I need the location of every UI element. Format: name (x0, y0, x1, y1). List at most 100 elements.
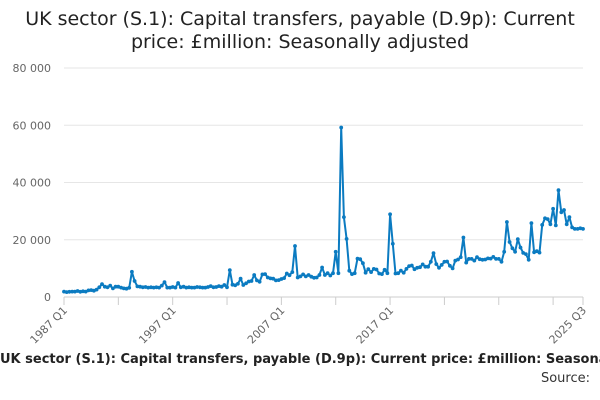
data-point (369, 270, 373, 274)
data-point (464, 260, 469, 265)
data-point (469, 257, 474, 261)
data-point (450, 266, 455, 271)
data-point (282, 276, 286, 280)
data-point (284, 271, 289, 276)
data-point (244, 281, 249, 286)
data-point (165, 285, 170, 290)
data-point (274, 278, 278, 283)
data-point (529, 221, 534, 226)
data-point (556, 188, 561, 193)
data-point (404, 267, 409, 271)
data-point (537, 250, 542, 255)
data-point (458, 255, 463, 260)
data-point (572, 227, 577, 231)
data-point (524, 252, 528, 256)
data-point (448, 263, 452, 268)
data-point (467, 257, 471, 261)
data-point (486, 256, 490, 261)
data-point (409, 263, 414, 268)
data-point (241, 283, 246, 287)
data-point (333, 249, 338, 254)
data-point (420, 262, 425, 267)
data-point (423, 264, 428, 269)
data-point (567, 215, 572, 220)
data-point (540, 223, 545, 227)
data-point (499, 259, 504, 264)
data-point (428, 259, 433, 264)
source-label: Source: (540, 371, 590, 386)
data-point (97, 285, 102, 290)
data-point (439, 263, 444, 267)
data-point (271, 276, 276, 281)
data-point (146, 285, 151, 290)
data-point (488, 256, 493, 261)
data-point (336, 271, 341, 276)
data-point (399, 268, 403, 273)
data-point (225, 285, 229, 290)
data-point (306, 273, 311, 277)
data-point (363, 270, 368, 275)
data-point (507, 240, 512, 244)
data-point (290, 270, 295, 274)
data-point (111, 286, 115, 291)
data-point (494, 257, 498, 261)
data-point (401, 270, 406, 275)
data-point (173, 285, 178, 290)
series-label: UK sector (S.1): Capital transfers, paya… (0, 352, 600, 367)
data-point (352, 271, 357, 276)
data-point (581, 227, 585, 231)
data-point (323, 273, 327, 277)
data-point (380, 272, 384, 276)
data-point (551, 206, 555, 211)
x-tick-label: 1987 Q1 (28, 304, 71, 347)
data-point (564, 222, 569, 227)
x-tick-label: 2017 Q1 (354, 304, 397, 347)
data-point (344, 237, 349, 241)
data-point (545, 217, 550, 222)
data-point (496, 257, 501, 261)
data-point (339, 125, 344, 130)
data-point (347, 268, 352, 273)
data-point (298, 274, 303, 279)
data-point (132, 279, 137, 283)
data-point (317, 273, 322, 277)
chart-title: UK sector (S.1): Capital transfers, paya… (0, 8, 600, 54)
data-point (94, 287, 99, 292)
x-tick-label: 2025 Q3 (547, 304, 590, 347)
data-point (437, 265, 441, 270)
y-tick-label: 60 000 (13, 119, 52, 132)
data-point (426, 264, 430, 269)
y-tick-label: 20 000 (13, 234, 52, 247)
data-point (559, 210, 564, 215)
data-point (562, 208, 566, 212)
data-point (374, 267, 379, 272)
chart-title-line-2: price: £million: Seasonally adjusted (130, 31, 470, 53)
data-point (396, 271, 401, 276)
data-point (390, 241, 395, 246)
data-point (252, 273, 257, 277)
data-point (325, 271, 330, 276)
data-point (314, 275, 319, 280)
data-point (513, 249, 517, 254)
data-point (195, 285, 200, 289)
data-point (105, 285, 110, 290)
data-point (249, 279, 254, 283)
data-point (227, 268, 232, 272)
x-tick-label: 1997 Q1 (136, 304, 179, 347)
data-point (130, 269, 134, 274)
data-point (505, 220, 509, 224)
data-point (238, 276, 243, 281)
data-point (189, 285, 194, 290)
data-point (200, 285, 205, 290)
data-point (382, 267, 387, 272)
data-point (127, 285, 132, 290)
data-point (361, 261, 365, 266)
data-point (157, 285, 162, 290)
data-point (301, 272, 305, 277)
data-point (475, 255, 479, 260)
x-tick-label: 2007 Q1 (245, 304, 288, 347)
data-point (491, 255, 496, 259)
data-point (358, 257, 363, 262)
data-point (236, 281, 240, 286)
data-point (418, 265, 422, 270)
